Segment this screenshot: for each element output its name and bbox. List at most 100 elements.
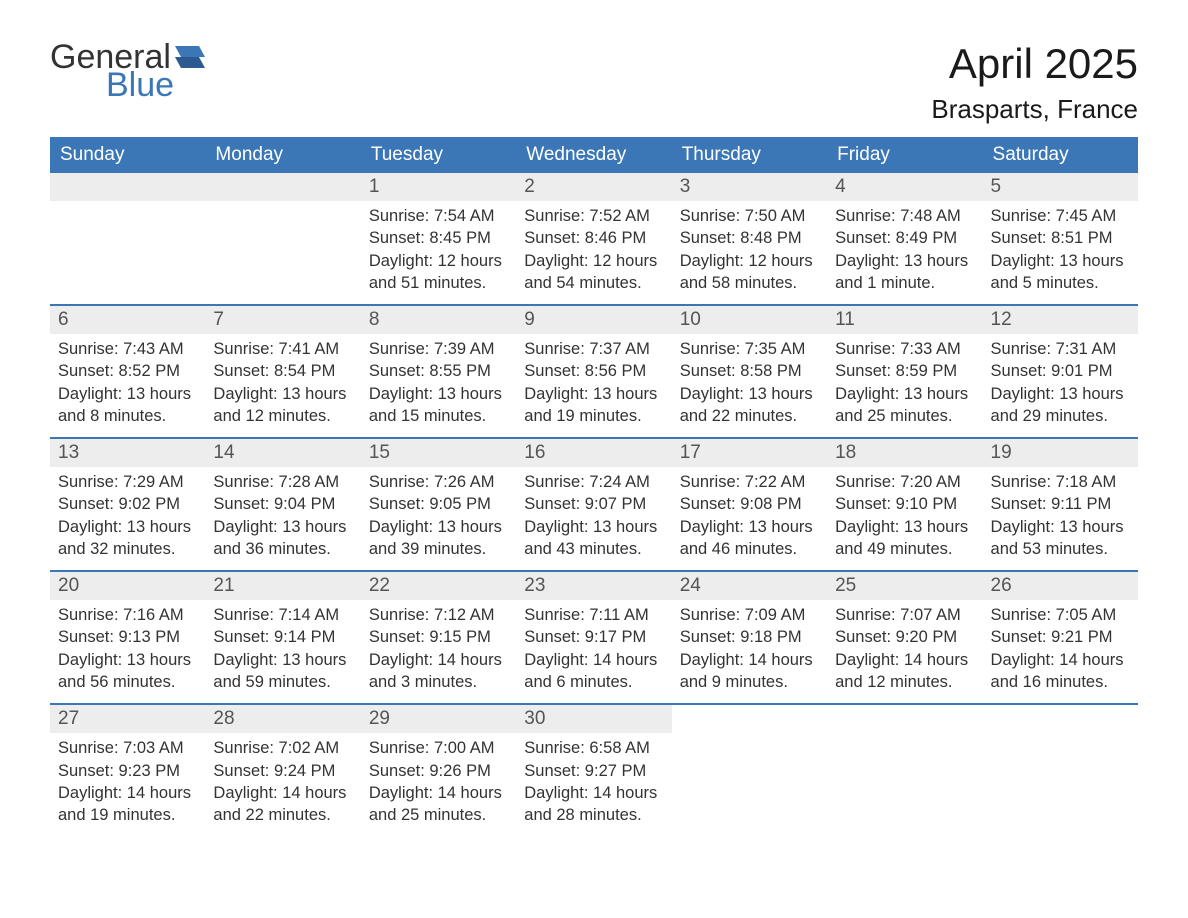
day-line: Sunset: 8:59 PM (835, 360, 974, 382)
day-line: Daylight: 14 hours (369, 782, 508, 804)
day-number: 24 (672, 572, 827, 600)
day-cell: 24Sunrise: 7:09 AMSunset: 9:18 PMDayligh… (672, 572, 827, 703)
day-content: Sunrise: 7:35 AMSunset: 8:58 PMDaylight:… (672, 334, 827, 437)
day-content: Sunrise: 7:20 AMSunset: 9:10 PMDaylight:… (827, 467, 982, 570)
day-number: 29 (361, 705, 516, 733)
day-line: Daylight: 13 hours (991, 383, 1130, 405)
day-line: Sunrise: 7:07 AM (835, 604, 974, 626)
day-line: and 39 minutes. (369, 538, 508, 560)
day-number: 5 (983, 173, 1138, 201)
day-line: and 49 minutes. (835, 538, 974, 560)
day-content: Sunrise: 7:41 AMSunset: 8:54 PMDaylight:… (205, 334, 360, 437)
day-line: Sunset: 9:26 PM (369, 760, 508, 782)
day-line: Sunset: 9:24 PM (213, 760, 352, 782)
day-line: Sunset: 9:27 PM (524, 760, 663, 782)
day-cell: 7Sunrise: 7:41 AMSunset: 8:54 PMDaylight… (205, 306, 360, 437)
day-line: Sunset: 9:11 PM (991, 493, 1130, 515)
day-line: Sunrise: 7:54 AM (369, 205, 508, 227)
weeks-container: 1Sunrise: 7:54 AMSunset: 8:45 PMDaylight… (50, 173, 1138, 836)
day-number: 9 (516, 306, 671, 334)
day-line: and 6 minutes. (524, 671, 663, 693)
day-content: Sunrise: 7:43 AMSunset: 8:52 PMDaylight:… (50, 334, 205, 437)
day-number: 18 (827, 439, 982, 467)
day-line: Daylight: 13 hours (58, 516, 197, 538)
day-line: Daylight: 13 hours (369, 516, 508, 538)
day-cell (827, 705, 982, 836)
day-number: 8 (361, 306, 516, 334)
day-line: and 12 minutes. (213, 405, 352, 427)
day-line: and 3 minutes. (369, 671, 508, 693)
day-line: and 19 minutes. (58, 804, 197, 826)
day-line: Sunset: 9:05 PM (369, 493, 508, 515)
day-cell: 28Sunrise: 7:02 AMSunset: 9:24 PMDayligh… (205, 705, 360, 836)
day-line: Sunrise: 7:03 AM (58, 737, 197, 759)
day-content: Sunrise: 7:39 AMSunset: 8:55 PMDaylight:… (361, 334, 516, 437)
day-line: and 22 minutes. (680, 405, 819, 427)
weekday-cell: Friday (827, 137, 982, 173)
day-line: Sunset: 8:46 PM (524, 227, 663, 249)
day-line: Sunset: 8:52 PM (58, 360, 197, 382)
day-number: 3 (672, 173, 827, 201)
day-line: and 29 minutes. (991, 405, 1130, 427)
day-cell: 19Sunrise: 7:18 AMSunset: 9:11 PMDayligh… (983, 439, 1138, 570)
day-line: Sunset: 9:04 PM (213, 493, 352, 515)
day-content: Sunrise: 7:07 AMSunset: 9:20 PMDaylight:… (827, 600, 982, 703)
day-content: Sunrise: 7:45 AMSunset: 8:51 PMDaylight:… (983, 201, 1138, 304)
day-line: Sunrise: 7:26 AM (369, 471, 508, 493)
day-cell (50, 173, 205, 304)
day-cell: 15Sunrise: 7:26 AMSunset: 9:05 PMDayligh… (361, 439, 516, 570)
empty-day-bar (205, 173, 360, 201)
day-line: Sunset: 9:07 PM (524, 493, 663, 515)
day-content: Sunrise: 7:05 AMSunset: 9:21 PMDaylight:… (983, 600, 1138, 703)
day-line: and 46 minutes. (680, 538, 819, 560)
day-content: Sunrise: 7:31 AMSunset: 9:01 PMDaylight:… (983, 334, 1138, 437)
day-line: Sunrise: 7:18 AM (991, 471, 1130, 493)
day-number: 7 (205, 306, 360, 334)
day-line: Sunset: 9:13 PM (58, 626, 197, 648)
day-line: and 19 minutes. (524, 405, 663, 427)
day-cell: 14Sunrise: 7:28 AMSunset: 9:04 PMDayligh… (205, 439, 360, 570)
day-line: Sunset: 9:17 PM (524, 626, 663, 648)
day-line: Daylight: 14 hours (835, 649, 974, 671)
day-line: Daylight: 12 hours (369, 250, 508, 272)
day-number: 22 (361, 572, 516, 600)
day-line: Sunrise: 7:48 AM (835, 205, 974, 227)
day-cell: 21Sunrise: 7:14 AMSunset: 9:14 PMDayligh… (205, 572, 360, 703)
day-line: Sunrise: 7:00 AM (369, 737, 508, 759)
day-line: Daylight: 13 hours (213, 649, 352, 671)
day-line: Sunrise: 7:02 AM (213, 737, 352, 759)
day-line: Sunset: 9:10 PM (835, 493, 974, 515)
day-content: Sunrise: 7:52 AMSunset: 8:46 PMDaylight:… (516, 201, 671, 304)
day-line: and 9 minutes. (680, 671, 819, 693)
day-line: Sunrise: 7:12 AM (369, 604, 508, 626)
day-line: Daylight: 13 hours (835, 516, 974, 538)
day-number: 14 (205, 439, 360, 467)
day-line: Sunrise: 7:35 AM (680, 338, 819, 360)
day-cell: 1Sunrise: 7:54 AMSunset: 8:45 PMDaylight… (361, 173, 516, 304)
day-number: 28 (205, 705, 360, 733)
day-line: Sunrise: 7:31 AM (991, 338, 1130, 360)
day-line: Sunrise: 7:28 AM (213, 471, 352, 493)
day-line: Daylight: 13 hours (680, 383, 819, 405)
day-line: and 58 minutes. (680, 272, 819, 294)
day-line: and 25 minutes. (369, 804, 508, 826)
day-content: Sunrise: 7:33 AMSunset: 8:59 PMDaylight:… (827, 334, 982, 437)
empty-day-bar (50, 173, 205, 201)
day-line: Daylight: 13 hours (991, 516, 1130, 538)
day-line: Sunset: 9:14 PM (213, 626, 352, 648)
day-line: Sunset: 9:23 PM (58, 760, 197, 782)
header: General Blue April 2025 Brasparts, Franc… (50, 40, 1138, 125)
day-number: 1 (361, 173, 516, 201)
day-line: and 22 minutes. (213, 804, 352, 826)
day-line: Sunrise: 7:24 AM (524, 471, 663, 493)
day-content: Sunrise: 7:09 AMSunset: 9:18 PMDaylight:… (672, 600, 827, 703)
week-row: 27Sunrise: 7:03 AMSunset: 9:23 PMDayligh… (50, 703, 1138, 836)
day-content: Sunrise: 7:22 AMSunset: 9:08 PMDaylight:… (672, 467, 827, 570)
weekday-header-row: SundayMondayTuesdayWednesdayThursdayFrid… (50, 137, 1138, 173)
day-cell: 20Sunrise: 7:16 AMSunset: 9:13 PMDayligh… (50, 572, 205, 703)
day-line: Daylight: 13 hours (680, 516, 819, 538)
day-content: Sunrise: 7:29 AMSunset: 9:02 PMDaylight:… (50, 467, 205, 570)
day-cell: 3Sunrise: 7:50 AMSunset: 8:48 PMDaylight… (672, 173, 827, 304)
day-cell: 18Sunrise: 7:20 AMSunset: 9:10 PMDayligh… (827, 439, 982, 570)
day-cell: 9Sunrise: 7:37 AMSunset: 8:56 PMDaylight… (516, 306, 671, 437)
